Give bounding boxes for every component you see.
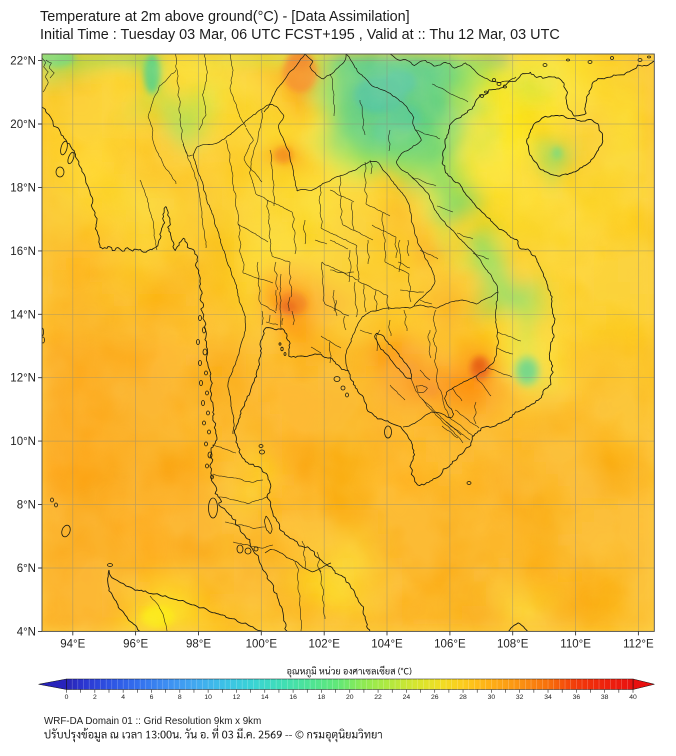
svg-text:Initial Time : Tuesday 03 Mar,: Initial Time : Tuesday 03 Mar, 06 UTC FC… (40, 27, 560, 43)
svg-text:20°N: 20°N (10, 119, 36, 131)
svg-text:24: 24 (403, 694, 411, 701)
svg-text:WRF-DA Domain 01 :: Grid Resol: WRF-DA Domain 01 :: Grid Resolution 9km … (44, 716, 261, 727)
svg-text:6: 6 (150, 694, 154, 701)
svg-text:8: 8 (178, 694, 182, 701)
svg-text:108°E: 108°E (497, 638, 529, 650)
svg-text:36: 36 (573, 694, 581, 701)
svg-text:106°E: 106°E (434, 638, 466, 650)
svg-text:0: 0 (65, 694, 69, 701)
svg-text:94°E: 94°E (60, 638, 85, 650)
svg-text:38: 38 (601, 694, 609, 701)
svg-text:18°N: 18°N (10, 182, 36, 194)
svg-text:102°E: 102°E (308, 638, 340, 650)
svg-text:98°E: 98°E (186, 638, 211, 650)
svg-text:22: 22 (374, 694, 382, 701)
svg-text:104°E: 104°E (371, 638, 403, 650)
svg-text:2: 2 (93, 694, 97, 701)
svg-text:6°N: 6°N (17, 563, 36, 575)
svg-text:40: 40 (629, 694, 637, 701)
svg-text:112°E: 112°E (623, 638, 654, 650)
svg-text:30: 30 (488, 694, 496, 701)
svg-text:10°N: 10°N (10, 436, 36, 448)
svg-text:16°N: 16°N (10, 246, 36, 258)
svg-text:18: 18 (318, 694, 326, 701)
svg-text:4: 4 (121, 694, 125, 701)
svg-text:96°E: 96°E (123, 638, 148, 650)
svg-text:8°N: 8°N (17, 500, 36, 512)
svg-text:26: 26 (431, 694, 439, 701)
svg-text:10: 10 (204, 694, 212, 701)
svg-text:22°N: 22°N (10, 56, 36, 68)
svg-text:34: 34 (544, 694, 552, 701)
svg-text:16: 16 (289, 694, 297, 701)
svg-text:20: 20 (346, 694, 354, 701)
svg-text:12°N: 12°N (10, 373, 36, 385)
svg-text:32: 32 (516, 694, 524, 701)
svg-text:14: 14 (261, 694, 269, 701)
svg-text:Temperature at 2m above ground: Temperature at 2m above ground(°C) - [Da… (40, 9, 410, 25)
svg-text:12: 12 (233, 694, 241, 701)
svg-text:14°N: 14°N (10, 309, 36, 321)
svg-text:100°E: 100°E (246, 638, 278, 650)
svg-text:4°N: 4°N (17, 626, 36, 638)
svg-text:110°E: 110°E (560, 638, 591, 650)
svg-text:28: 28 (459, 694, 467, 701)
